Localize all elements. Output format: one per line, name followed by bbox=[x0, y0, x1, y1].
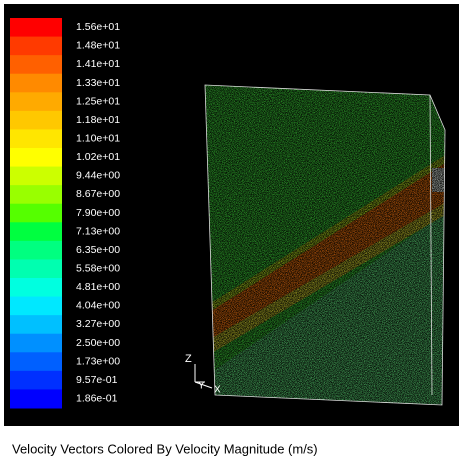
legend-label: 9.44e+00 bbox=[76, 170, 120, 182]
color-swatch bbox=[10, 36, 62, 56]
legend-label: 8.67e+00 bbox=[76, 188, 120, 200]
legend-label: 1.02e+01 bbox=[76, 151, 120, 163]
legend-label: 7.90e+00 bbox=[76, 207, 120, 219]
color-swatch bbox=[10, 18, 62, 38]
legend-label: 3.27e+00 bbox=[76, 318, 120, 330]
legend-label: 1.73e+00 bbox=[76, 355, 120, 367]
color-swatch bbox=[10, 92, 62, 112]
legend-label: 1.86e-01 bbox=[76, 392, 118, 404]
legend-label: 2.50e+00 bbox=[76, 337, 120, 349]
legend-label: 9.57e-01 bbox=[76, 374, 118, 386]
axis-label: X bbox=[214, 385, 221, 396]
color-swatch bbox=[10, 129, 62, 149]
legend-label: 1.48e+01 bbox=[76, 40, 120, 52]
legend-label: 4.81e+00 bbox=[76, 281, 120, 293]
color-swatch bbox=[10, 352, 62, 372]
legend-label: 4.04e+00 bbox=[76, 300, 120, 312]
color-swatch bbox=[10, 148, 62, 168]
axis-label: Z bbox=[185, 353, 192, 365]
color-swatch bbox=[10, 185, 62, 205]
color-swatch bbox=[10, 315, 62, 335]
color-swatch bbox=[10, 296, 62, 316]
legend-label: 5.58e+00 bbox=[76, 262, 120, 274]
color-swatch bbox=[10, 278, 62, 298]
color-swatch bbox=[10, 259, 62, 279]
color-swatch bbox=[10, 333, 62, 353]
color-swatch bbox=[10, 203, 62, 223]
color-swatch bbox=[10, 370, 62, 390]
axis-label: Y bbox=[198, 381, 205, 392]
box-outline bbox=[204, 84, 446, 406]
legend-label: 1.18e+01 bbox=[76, 114, 120, 126]
color-swatch bbox=[10, 222, 62, 242]
legend-label: 1.10e+01 bbox=[76, 132, 120, 144]
color-swatch bbox=[10, 55, 62, 75]
legend-label: 6.35e+00 bbox=[76, 244, 120, 256]
legend-label: 7.13e+00 bbox=[76, 225, 120, 237]
vector-field bbox=[205, 85, 445, 405]
legend-label: 1.33e+01 bbox=[76, 77, 120, 89]
color-swatch bbox=[10, 166, 62, 186]
color-swatch bbox=[10, 389, 62, 409]
legend-label: 1.25e+01 bbox=[76, 95, 120, 107]
axis-triad bbox=[194, 364, 213, 389]
color-swatch bbox=[10, 110, 62, 130]
legend-label: 1.41e+01 bbox=[76, 58, 120, 70]
color-swatch bbox=[10, 240, 62, 260]
color-swatch bbox=[10, 73, 62, 93]
legend-label: 1.56e+01 bbox=[76, 21, 120, 33]
caption: Velocity Vectors Colored By Velocity Mag… bbox=[12, 441, 318, 456]
